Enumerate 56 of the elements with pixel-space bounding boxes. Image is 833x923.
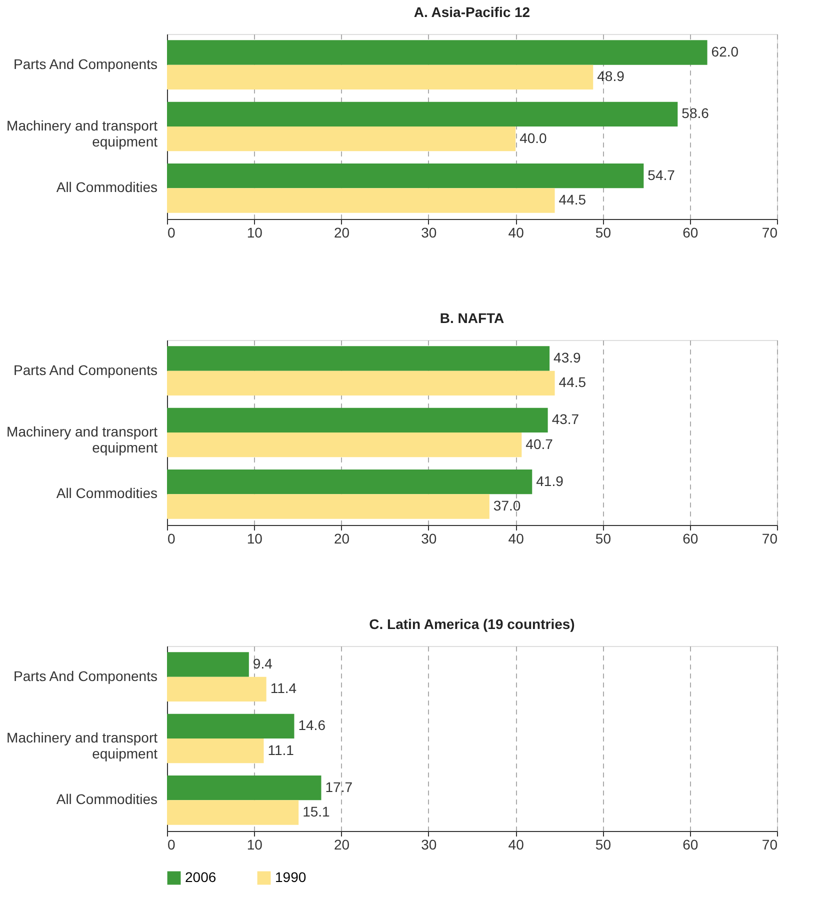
data-label: 58.6 — [682, 105, 710, 122]
x-tick-label: 30 — [421, 530, 437, 546]
x-tick-label: 60 — [682, 530, 698, 546]
data-label: 48.9 — [597, 68, 625, 84]
x-tick-label: 60 — [682, 836, 698, 852]
y-tick-label: Parts And Components — [14, 668, 158, 684]
data-label: 14.6 — [298, 717, 326, 734]
x-tick-label: 10 — [246, 530, 263, 546]
x-tick-label: 50 — [595, 836, 612, 852]
data-label: 43.9 — [554, 350, 582, 366]
x-tick-label: 30 — [421, 224, 437, 240]
x-tick-label: 70 — [762, 530, 778, 546]
x-tick-label: 0 — [168, 836, 176, 852]
data-label: 44.5 — [558, 374, 586, 390]
y-tick-label: Machinery and transport equipment — [6, 118, 158, 150]
chart-title: A. Asia-Pacific 12 — [414, 4, 530, 20]
y-tick-label: Parts And Components — [14, 362, 158, 378]
y-tick-label: Parts And Components — [14, 56, 158, 72]
x-tick-label: 40 — [508, 530, 524, 546]
data-label: 40.0 — [520, 130, 548, 146]
legend-label: 2006 — [185, 869, 216, 885]
data-label: 9.4 — [252, 656, 273, 672]
x-tick-label: 70 — [762, 224, 778, 240]
data-label: 41.9 — [536, 472, 564, 489]
y-tick-label: Machinery and transport equipment — [6, 730, 158, 762]
data-label: 43.7 — [552, 411, 580, 428]
x-tick-label: 60 — [682, 224, 698, 240]
data-label: 37.0 — [493, 498, 521, 514]
x-tick-label: 20 — [334, 836, 350, 852]
x-tick-label: 0 — [168, 224, 176, 240]
x-tick-label: 50 — [595, 530, 612, 546]
data-label: 11.4 — [270, 680, 297, 696]
legend-label: 1990 — [275, 869, 306, 885]
x-tick-label: 40 — [508, 224, 524, 240]
y-tick-label: All Commodities — [56, 485, 158, 502]
x-tick-label: 70 — [762, 836, 778, 852]
x-tick-label: 40 — [508, 836, 524, 852]
data-label: 11.1 — [268, 742, 294, 758]
data-label: 15.1 — [302, 804, 330, 820]
chart-title: C. Latin America (19 countries) — [369, 616, 575, 632]
data-label: 17.7 — [325, 778, 353, 795]
x-tick-label: 10 — [246, 224, 263, 240]
data-label: 54.7 — [648, 166, 676, 183]
data-label: 62.0 — [711, 44, 739, 60]
data-label: 40.7 — [526, 436, 554, 452]
data-label: 44.5 — [558, 192, 586, 208]
chart-title: B. NAFTA — [440, 310, 504, 326]
x-tick-label: 50 — [595, 224, 612, 240]
y-tick-label: All Commodities — [56, 791, 158, 808]
y-tick-label: All Commodities — [56, 179, 158, 196]
x-tick-label: 10 — [246, 836, 263, 852]
x-tick-label: 0 — [168, 530, 176, 546]
y-tick-label: Machinery and transport equipment — [6, 424, 158, 456]
x-tick-label: 30 — [421, 836, 437, 852]
x-tick-label: 20 — [334, 224, 350, 240]
x-tick-label: 20 — [334, 530, 350, 546]
